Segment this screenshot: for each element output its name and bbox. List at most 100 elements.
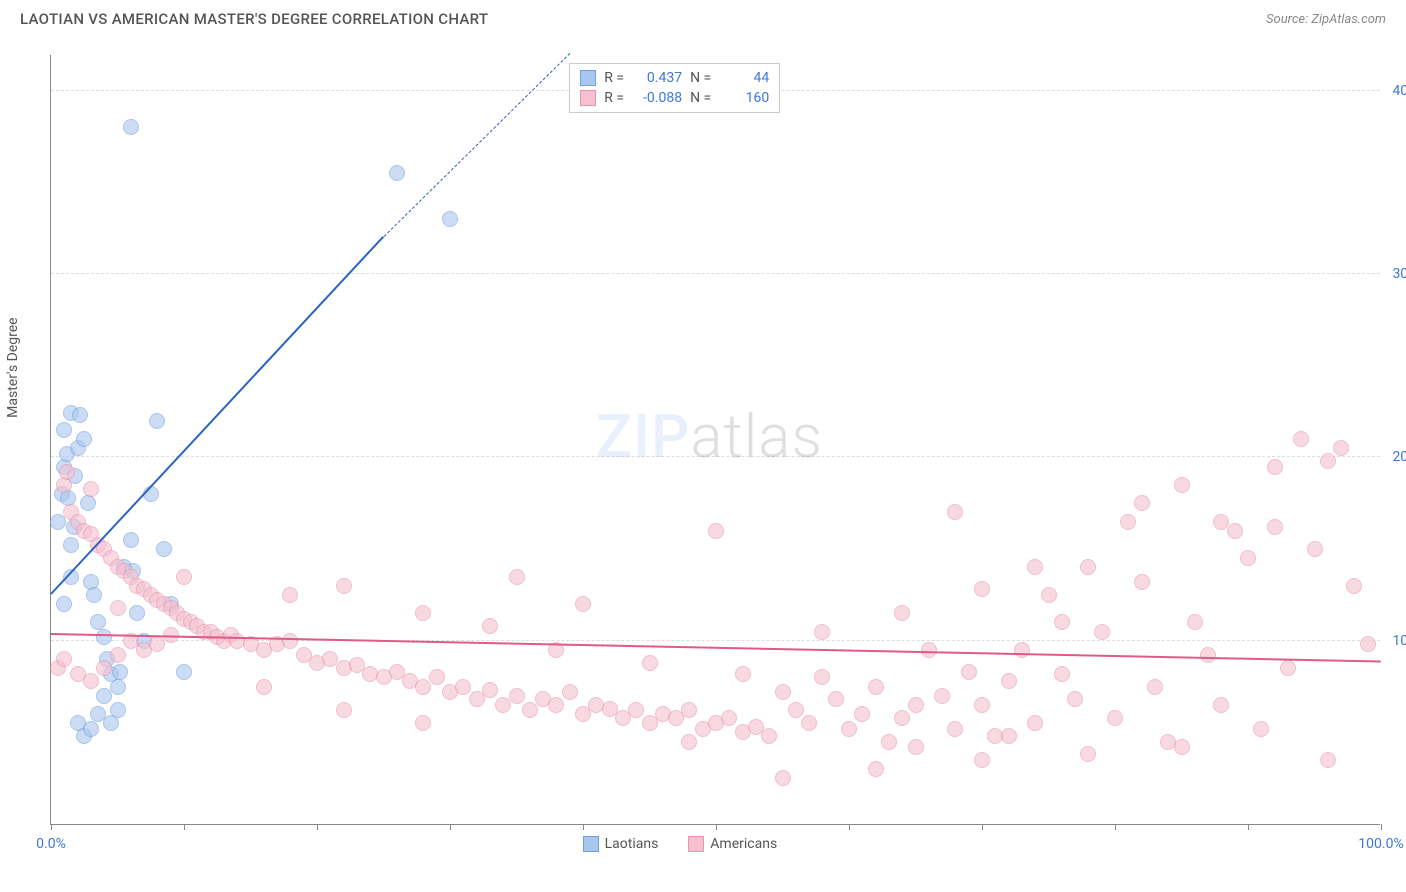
data-point	[814, 624, 830, 640]
data-point	[974, 697, 990, 713]
x-tick	[51, 824, 52, 830]
n-label: N =	[690, 70, 711, 86]
x-tick	[317, 824, 318, 830]
n-value: 44	[719, 70, 769, 86]
data-point	[256, 679, 272, 695]
legend-swatch	[688, 836, 704, 852]
data-point	[947, 721, 963, 737]
data-point	[1213, 514, 1229, 530]
y-tick-label: 10.0%	[1385, 633, 1406, 649]
legend-swatch	[583, 836, 599, 852]
x-tick	[849, 824, 850, 830]
data-point	[282, 633, 298, 649]
data-point	[735, 666, 751, 682]
x-tick	[450, 824, 451, 830]
data-point	[83, 481, 99, 497]
data-point	[129, 605, 145, 621]
data-point	[1027, 715, 1043, 731]
r-value: 0.437	[632, 70, 682, 86]
data-point	[56, 596, 72, 612]
stats-row: R = 0.437 N = 44	[580, 68, 769, 88]
data-point	[1120, 514, 1136, 530]
y-tick-label: 20.0%	[1385, 449, 1406, 465]
data-point	[1174, 477, 1190, 493]
data-point	[1320, 752, 1336, 768]
data-point	[548, 697, 564, 713]
data-point	[63, 537, 79, 553]
data-point	[1067, 691, 1083, 707]
data-point	[56, 422, 72, 438]
data-point	[562, 684, 578, 700]
source-attribution: Source: ZipAtlas.com	[1266, 12, 1386, 27]
data-point	[761, 728, 777, 744]
data-point	[80, 495, 96, 511]
data-point	[83, 673, 99, 689]
data-point	[1094, 624, 1110, 640]
data-point	[96, 688, 112, 704]
data-point	[1346, 578, 1362, 594]
data-point	[149, 413, 165, 429]
chart-title: LAOTIAN VS AMERICAN MASTER'S DEGREE CORR…	[20, 10, 488, 28]
x-tick	[1115, 824, 1116, 830]
data-point	[96, 660, 112, 676]
legend-item: Laotians	[583, 836, 659, 852]
r-label: R =	[604, 70, 624, 86]
data-point	[110, 600, 126, 616]
data-point	[1307, 541, 1323, 557]
trend-line	[383, 53, 570, 237]
data-point	[642, 655, 658, 671]
data-point	[628, 702, 644, 718]
data-point	[176, 664, 192, 680]
data-point	[96, 629, 112, 645]
data-point	[482, 618, 498, 634]
r-value: -0.088	[632, 90, 682, 106]
data-point	[455, 679, 471, 695]
data-point	[1080, 559, 1096, 575]
r-label: R =	[604, 90, 624, 106]
data-point	[482, 682, 498, 698]
data-point	[110, 679, 126, 695]
data-point	[947, 504, 963, 520]
data-point	[894, 710, 910, 726]
data-point	[908, 697, 924, 713]
data-point	[1014, 642, 1030, 658]
data-point	[775, 770, 791, 786]
data-point	[1107, 710, 1123, 726]
y-tick-label: 40.0%	[1385, 83, 1406, 99]
data-point	[1134, 574, 1150, 590]
data-point	[86, 587, 102, 603]
data-point	[90, 614, 106, 630]
data-point	[1333, 440, 1349, 456]
data-point	[908, 739, 924, 755]
legend-label: Laotians	[605, 836, 659, 852]
data-point	[442, 211, 458, 227]
data-point	[894, 605, 910, 621]
data-point	[1041, 587, 1057, 603]
correlation-stats-box: R =0.437N =44R =-0.088N =160	[569, 63, 780, 113]
data-point	[112, 664, 128, 680]
data-point	[176, 569, 192, 585]
data-point	[1134, 495, 1150, 511]
data-point	[868, 761, 884, 777]
data-point	[1174, 739, 1190, 755]
data-point	[336, 702, 352, 718]
x-tick	[184, 824, 185, 830]
legend-item: Americans	[688, 836, 777, 852]
data-point	[1227, 523, 1243, 539]
data-point	[59, 464, 75, 480]
data-point	[934, 688, 950, 704]
data-point	[509, 569, 525, 585]
data-point	[1001, 673, 1017, 689]
x-tick-label: 0.0%	[36, 836, 66, 852]
watermark: ZIPatlas	[596, 401, 823, 472]
data-point	[336, 578, 352, 594]
data-point	[708, 523, 724, 539]
data-point	[1253, 721, 1269, 737]
data-point	[389, 165, 405, 181]
trend-line	[50, 236, 384, 595]
x-tick	[716, 824, 717, 830]
legend: Laotians Americans	[583, 836, 778, 852]
data-point	[1267, 519, 1283, 535]
data-point	[522, 702, 538, 718]
data-point	[56, 651, 72, 667]
